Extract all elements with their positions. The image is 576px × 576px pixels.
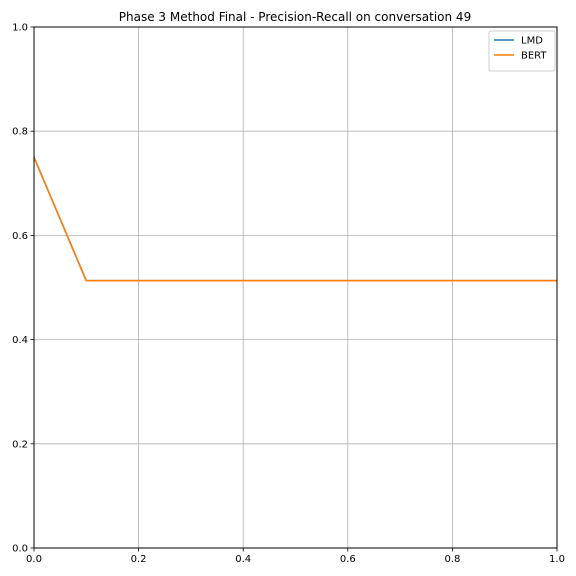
y-tick-label: 0.8 [12, 127, 28, 138]
grid [33, 26, 558, 549]
series-line-bert [33, 156, 557, 282]
x-tick-label: 1.0 [549, 554, 565, 565]
plot-frame [33, 26, 558, 549]
x-tick-label: 0.0 [26, 554, 42, 565]
series-lines [33, 156, 557, 282]
legend-label-lmd: LMD [521, 36, 543, 47]
x-tick-label: 0.2 [131, 554, 147, 565]
legend: LMD BERT [488, 30, 556, 72]
x-tick-label: 0.6 [340, 554, 356, 565]
x-tick-label: 0.4 [235, 554, 251, 565]
y-tick-label: 0.4 [12, 335, 28, 346]
axis-ticks: 0.0 0.2 0.4 0.6 0.8 1.0 0.0 0.2 0.4 0.6 0.8 1.0 [12, 23, 565, 566]
y-tick-label: 0.2 [12, 439, 28, 450]
y-tick-label: 1.0 [12, 23, 28, 34]
legend-label-bert: BERT [521, 51, 547, 62]
x-tick-label: 0.8 [444, 554, 460, 565]
y-tick-label: 0.6 [12, 231, 28, 242]
legend-box [488, 30, 556, 72]
series-line-lmd [33, 156, 557, 282]
chart-title: Phase 3 Method Final - Precision-Recall … [119, 10, 471, 24]
y-tick-label: 0.0 [12, 544, 28, 555]
